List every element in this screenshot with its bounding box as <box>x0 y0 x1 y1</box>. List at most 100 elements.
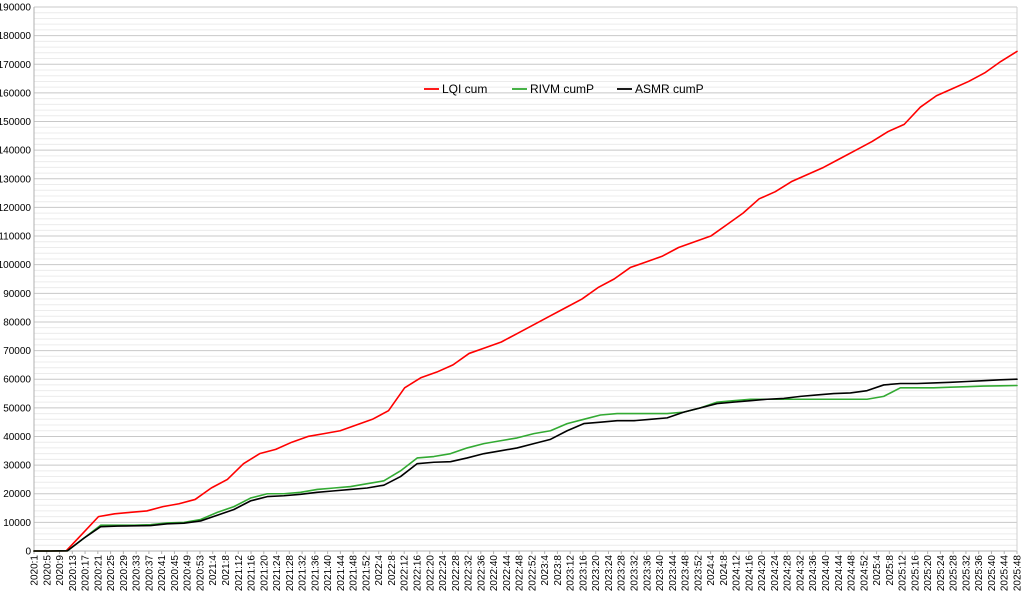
x-tick-label: 2025:36 <box>974 555 985 592</box>
x-tick-label: 2023:40 <box>655 555 666 592</box>
x-tick-label: 2020:13 <box>68 555 79 592</box>
x-tick-label: 2021:4 <box>208 555 219 586</box>
y-tick-label: 0 <box>25 547 31 558</box>
x-tick-label: 2022:24 <box>438 555 449 592</box>
y-tick-label: 130000 <box>0 174 31 185</box>
x-tick-label: 2020:5 <box>42 555 53 586</box>
x-tick-label: 2022:32 <box>464 555 475 592</box>
x-tick-label: 2020:25 <box>106 555 117 592</box>
y-tick-label: 60000 <box>3 375 31 386</box>
y-tick-label: 90000 <box>3 289 31 300</box>
x-tick-label: 2021:16 <box>247 555 258 592</box>
x-tick-label: 2023:4 <box>540 555 551 586</box>
x-tick-label: 2025:8 <box>885 555 896 586</box>
x-tick-label: 2021:12 <box>234 555 245 592</box>
x-tick-label: 2021:24 <box>272 555 283 592</box>
x-tick-label: 2025:28 <box>949 555 960 592</box>
y-tick-label: 50000 <box>3 403 31 414</box>
x-tick-label: 2020:1 <box>30 555 41 586</box>
x-tick-label: 2022:52 <box>527 555 538 592</box>
x-tick-label: 2025:20 <box>923 555 934 592</box>
legend-label: LQI cum <box>442 82 487 96</box>
x-tick-label: 2024:52 <box>859 555 870 592</box>
x-tick-label: 2023:8 <box>553 555 564 586</box>
series-line-asmr-cump <box>33 378 1018 552</box>
x-tick-label: 2024:20 <box>757 555 768 592</box>
y-tick-label: 100000 <box>0 260 31 271</box>
x-tick-label: 2025:24 <box>936 555 947 592</box>
y-tick-label: 180000 <box>0 31 31 42</box>
x-tick-labels: 2020:1 2020:5 2020:9 2020:13 2020:17 2020:21 2… <box>30 551 1024 591</box>
legend-label: RIVM cumP <box>530 82 594 96</box>
x-tick-label: 2021:52 <box>361 555 372 592</box>
x-tick-label: 2020:49 <box>183 555 194 592</box>
x-tick-label: 2020:17 <box>81 555 92 592</box>
y-tick-label: 80000 <box>3 317 31 328</box>
x-tick-label: 2022:8 <box>387 555 398 586</box>
y-tick-label: 150000 <box>0 117 31 128</box>
series-lines <box>33 50 1018 552</box>
gridlines <box>34 6 1017 552</box>
x-tick-label: 2025:44 <box>1000 555 1011 592</box>
x-tick-label: 2021:44 <box>336 555 347 592</box>
x-tick-label: 2022:28 <box>451 555 462 592</box>
series-line-lqi-cum <box>33 50 1018 552</box>
x-tick-label: 2022:16 <box>412 555 423 592</box>
x-tick-label: 2024:32 <box>795 555 806 592</box>
x-tick-label: 2023:44 <box>668 555 679 592</box>
y-tick-label: 30000 <box>3 461 31 472</box>
y-tick-label: 170000 <box>0 60 31 71</box>
y-tick-label: 20000 <box>3 489 31 500</box>
x-tick-label: 2022:20 <box>425 555 436 592</box>
x-tick-label: 2024:24 <box>770 555 781 592</box>
x-tick-label: 2023:48 <box>681 555 692 592</box>
y-tick-label: 10000 <box>3 518 31 529</box>
x-tick-label: 2024:28 <box>783 555 794 592</box>
x-tick-label: 2021:48 <box>349 555 360 592</box>
x-tick-label: 2024:44 <box>834 555 845 592</box>
x-tick-label: 2022:12 <box>400 555 411 592</box>
x-tick-label: 2024:40 <box>821 555 832 592</box>
legend-label: ASMR cumP <box>635 82 704 96</box>
x-tick-label: 2023:20 <box>591 555 602 592</box>
x-tick-label: 2020:33 <box>132 555 143 592</box>
x-tick-label: 2023:24 <box>604 555 615 592</box>
x-tick-label: 2024:12 <box>732 555 743 592</box>
x-tick-label: 2022:36 <box>476 555 487 592</box>
y-tick-label: 40000 <box>3 432 31 443</box>
x-tick-label: 2025:48 <box>1013 555 1024 592</box>
x-tick-label: 2024:36 <box>808 555 819 592</box>
y-tick-label: 190000 <box>0 3 31 14</box>
x-tick-label: 2024:16 <box>744 555 755 592</box>
x-tick-label: 2023:16 <box>578 555 589 592</box>
x-tick-label: 2021:36 <box>310 555 321 592</box>
x-tick-label: 2021:32 <box>298 555 309 592</box>
x-tick-label: 2025:32 <box>961 555 972 592</box>
x-tick-label: 2020:53 <box>195 555 206 592</box>
x-tick-label: 2021:8 <box>221 555 232 586</box>
x-tick-label: 2021:20 <box>259 555 270 592</box>
series-line-rivm-cump <box>33 384 1018 552</box>
x-tick-label: 2022:44 <box>502 555 513 592</box>
y-tick-label: 70000 <box>3 346 31 357</box>
x-tick-label: 2025:12 <box>898 555 909 592</box>
x-tick-label: 2023:36 <box>642 555 653 592</box>
x-tick-label: 2020:45 <box>170 555 181 592</box>
x-tick-label: 2022:40 <box>489 555 500 592</box>
legend: LQI cum RIVM cumP ASMR cumP <box>424 82 704 96</box>
x-tick-label: 2024:48 <box>847 555 858 592</box>
y-tick-label: 160000 <box>0 88 31 99</box>
x-tick-label: 2022:48 <box>515 555 526 592</box>
x-tick-label: 2023:52 <box>693 555 704 592</box>
x-tick-label: 2023:32 <box>630 555 641 592</box>
x-tick-label: 2023:12 <box>566 555 577 592</box>
x-tick-label: 2022:4 <box>374 555 385 586</box>
x-tick-label: 2023:28 <box>617 555 628 592</box>
x-tick-label: 2025:16 <box>910 555 921 592</box>
x-tick-label: 2020:9 <box>55 555 66 586</box>
x-tick-label: 2025:4 <box>872 555 883 586</box>
x-tick-label: 2025:40 <box>987 555 998 592</box>
x-tick-label: 2020:29 <box>119 555 130 592</box>
x-tick-label: 2021:28 <box>285 555 296 592</box>
